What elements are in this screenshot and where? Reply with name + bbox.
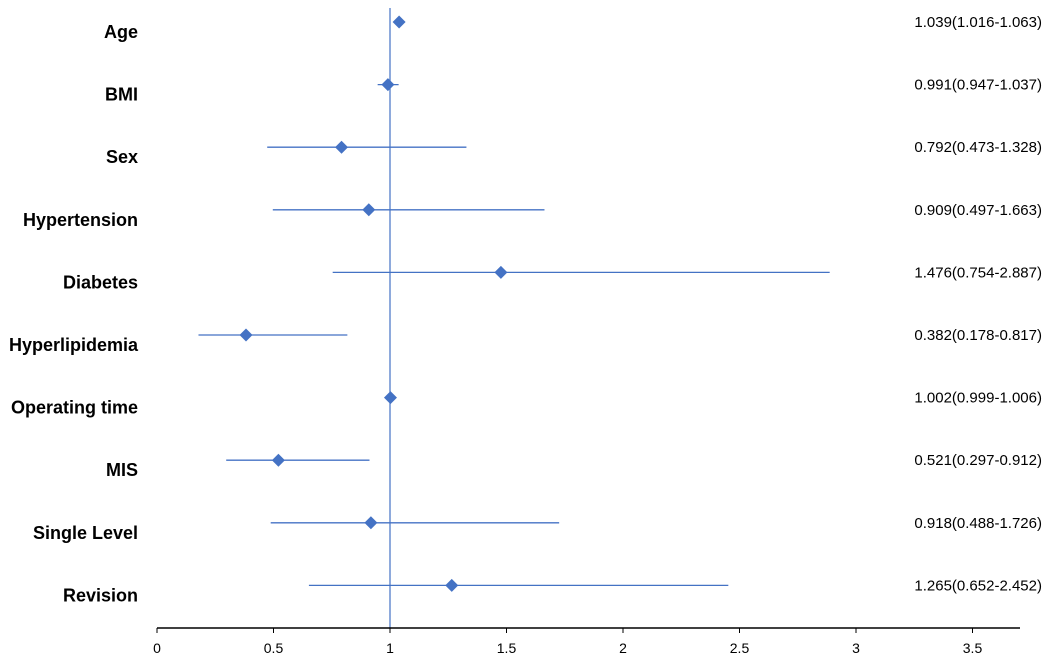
row-label: Diabetes — [63, 272, 138, 292]
row-label: Hyperlipidemia — [9, 335, 139, 355]
row-diabetes: Diabetes 1.476(0.754-2.887) — [63, 264, 1042, 292]
row-hypertension: Hypertension 0.909(0.497-1.663) — [23, 202, 1042, 230]
row-label: Age — [104, 22, 138, 42]
row-hyperlipidemia: Hyperlipidemia 0.382(0.178-0.817) — [9, 327, 1042, 355]
or-ci-label: 0.521(0.297-0.912) — [914, 452, 1042, 469]
row-label: Single Level — [33, 523, 138, 543]
row-label: Sex — [106, 147, 138, 167]
row-single-level: Single Level 0.918(0.488-1.726) — [33, 515, 1042, 543]
x-tick-label: 2 — [619, 640, 627, 656]
odds-ratio-marker — [392, 15, 406, 29]
row-label: Revision — [63, 585, 138, 605]
row-label: Hypertension — [23, 210, 138, 230]
x-tick-label: 3 — [852, 640, 860, 656]
row-operating-time: Operating time 1.002(0.999-1.006) — [11, 390, 1042, 418]
odds-ratio-marker — [364, 516, 378, 530]
x-tick-label: 2.5 — [730, 640, 750, 656]
x-tick-label: 0 — [153, 640, 161, 656]
x-tick-label: 1.5 — [497, 640, 517, 656]
odds-ratio-marker — [445, 578, 459, 592]
or-ci-label: 0.991(0.947-1.037) — [914, 77, 1042, 94]
or-ci-label: 1.039(1.016-1.063) — [914, 14, 1042, 31]
or-ci-label: 0.909(0.497-1.663) — [914, 202, 1042, 219]
row-age: Age 1.039(1.016-1.063) — [104, 14, 1042, 42]
row-label: MIS — [106, 460, 138, 480]
x-tick-label: 3.5 — [963, 640, 983, 656]
x-tick-label: 0.5 — [264, 640, 284, 656]
rows-layer: Age 1.039(1.016-1.063) BMI 0.991(0.947-1.03… — [9, 14, 1042, 605]
or-ci-label: 0.918(0.488-1.726) — [914, 515, 1042, 532]
row-bmi: BMI 0.991(0.947-1.037) — [105, 77, 1042, 105]
odds-ratio-marker — [362, 203, 376, 217]
odds-ratio-marker — [271, 453, 285, 467]
row-label: BMI — [105, 85, 138, 105]
odds-ratio-marker — [335, 140, 349, 154]
or-ci-label: 1.002(0.999-1.006) — [914, 390, 1042, 407]
x-axis: 0 0.5 1 1.5 2 2.5 3 3.5 — [153, 627, 1020, 656]
or-ci-label: 0.792(0.473-1.328) — [914, 139, 1042, 156]
or-ci-label: 1.476(0.754-2.887) — [914, 264, 1042, 281]
row-label: Operating time — [11, 398, 138, 418]
odds-ratio-marker — [239, 328, 253, 342]
row-revision: Revision 1.265(0.652-2.452) — [63, 577, 1042, 605]
row-sex: Sex 0.792(0.473-1.328) — [106, 139, 1042, 167]
odds-ratio-marker — [381, 78, 395, 92]
row-mis: MIS 0.521(0.297-0.912) — [106, 452, 1042, 480]
or-ci-label: 0.382(0.178-0.817) — [914, 327, 1042, 344]
odds-ratio-marker — [383, 391, 397, 405]
x-tick-label: 1 — [386, 640, 394, 656]
or-ci-label: 1.265(0.652-2.452) — [914, 577, 1042, 594]
odds-ratio-marker — [494, 265, 508, 279]
